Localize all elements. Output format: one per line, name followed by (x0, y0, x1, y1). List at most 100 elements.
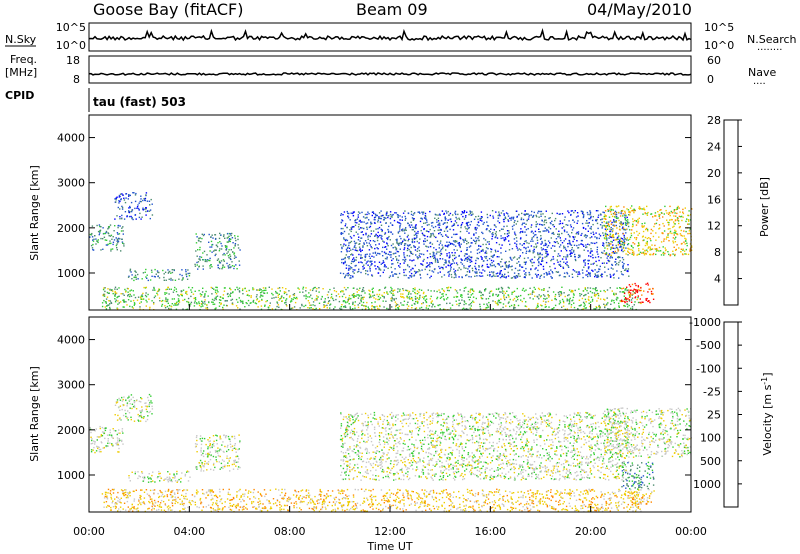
echo-cell (573, 211, 575, 214)
echo-cell (595, 274, 597, 276)
echo-cell (119, 216, 121, 218)
echo-cell (526, 242, 528, 244)
echo-cell (513, 231, 516, 233)
echo-cell (137, 471, 139, 473)
echo-cell (370, 223, 372, 225)
echo-cell (584, 264, 586, 266)
echo-cell (455, 300, 457, 302)
echo-cell (561, 227, 563, 229)
echo-cell (377, 219, 379, 221)
echo-cell (355, 247, 357, 249)
echo-cell (324, 301, 326, 303)
echo-cell (367, 273, 369, 276)
echo-cell (410, 293, 412, 295)
echo-cell (632, 218, 634, 220)
echo-cell (199, 237, 201, 239)
echo-cell (622, 247, 625, 249)
echo-cell (622, 209, 624, 212)
echo-cell (515, 234, 517, 236)
echo-cell (186, 308, 189, 310)
echo-cell (414, 308, 417, 310)
echo-cell (109, 308, 111, 310)
echo-cell (458, 304, 460, 307)
echo-cell (109, 442, 111, 444)
echo-cell (510, 277, 513, 279)
echo-cell (171, 271, 174, 274)
echo-cell (96, 439, 98, 441)
echo-cell (503, 218, 506, 220)
beam-title: Beam 09 (356, 0, 428, 19)
echo-cell (503, 213, 505, 215)
echo-cell (451, 225, 453, 227)
echo-cell (537, 264, 540, 267)
echo-cell (189, 272, 191, 275)
echo-cell (608, 225, 610, 228)
echo-cell (571, 229, 574, 231)
echo-cell (597, 270, 600, 273)
echo-cell (109, 224, 112, 226)
echo-cell (108, 235, 110, 237)
echo-cell (603, 289, 605, 292)
echo-cell (575, 233, 577, 235)
echo-cell (633, 288, 635, 290)
echo-cell (91, 438, 93, 440)
echo-cell (379, 221, 382, 223)
echo-cell (129, 305, 131, 308)
echo-cell (352, 301, 354, 304)
echo-cell (482, 248, 484, 251)
echo-cell (419, 220, 422, 223)
echo-cell (417, 211, 419, 213)
echo-cell (624, 216, 626, 218)
echo-cell (455, 213, 457, 216)
echo-cell (140, 397, 142, 399)
echo-cell (202, 305, 204, 307)
echo-cell (214, 449, 217, 452)
echo-cell (348, 298, 351, 300)
echo-cell (564, 308, 566, 311)
echo-cell (141, 294, 143, 296)
echo-cell (204, 260, 206, 263)
echo-cell (470, 220, 472, 223)
echo-cell (414, 226, 416, 228)
echo-cell (617, 256, 619, 258)
echo-cell (200, 302, 203, 305)
echo-cell (100, 441, 102, 443)
echo-cell (119, 399, 122, 401)
echo-cell (128, 215, 131, 218)
echo-cell (439, 232, 441, 234)
echo-cell (568, 235, 571, 237)
echo-cell (377, 231, 379, 234)
echo-cell (436, 251, 438, 253)
echo-cell (505, 277, 507, 279)
echo-cell (617, 236, 619, 239)
echo-cell (555, 298, 557, 301)
echo-cell (347, 269, 350, 271)
echo-cell (516, 276, 519, 278)
echo-cell (528, 271, 530, 274)
echo-cell (629, 252, 631, 254)
echo-cell (305, 290, 307, 292)
echo-cell (627, 209, 630, 211)
echo-cell (549, 217, 551, 219)
echo-cell (366, 217, 368, 219)
echo-cell (539, 275, 542, 277)
echo-cell (335, 290, 338, 293)
echo-cell (129, 206, 131, 209)
echo-cell (687, 214, 690, 217)
echo-cell (480, 211, 483, 213)
echo-cell (669, 219, 671, 221)
echo-cell (195, 242, 198, 244)
echo-cell (586, 270, 588, 272)
echo-cell (418, 254, 420, 257)
echo-cell (425, 301, 428, 304)
echo-cell (556, 241, 558, 243)
echo-cell (451, 243, 453, 245)
echo-cell (178, 478, 180, 481)
echo-cell (200, 241, 202, 243)
echo-cell (613, 294, 616, 296)
echo-cell (408, 238, 410, 240)
echo-cell (112, 236, 114, 238)
echo-cell (416, 256, 418, 258)
echo-cell (513, 304, 516, 306)
echo-cell (308, 292, 310, 294)
